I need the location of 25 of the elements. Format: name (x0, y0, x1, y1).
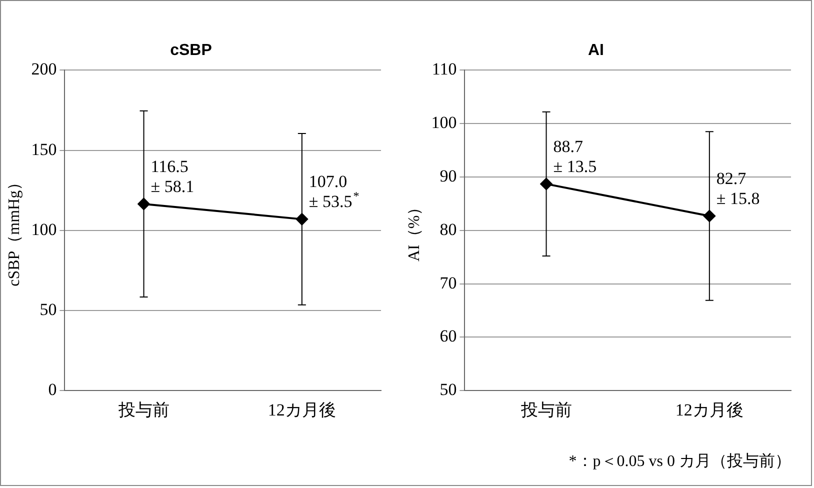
y-tick-label: 150 (31, 140, 57, 159)
y-tick-label: 50 (440, 380, 457, 400)
y-axis-title: AI（%） (406, 199, 423, 262)
data-label: 116.5 ± 58.1 (150, 156, 194, 196)
x-tick-label: 投与前 (117, 400, 170, 420)
chart-title: cSBP (170, 42, 212, 60)
chart-title: AI (588, 42, 604, 60)
data-label: 107.0 ± 53.5* (308, 172, 360, 212)
y-tick-label: 100 (31, 220, 57, 239)
x-tick-label: 12カ月後 (675, 400, 744, 420)
y-tick-label: 90 (440, 166, 457, 186)
y-axis-title: cSBP（mmHg） (6, 174, 23, 286)
y-tick-label: 110 (432, 60, 457, 79)
y-tick-label: 200 (31, 60, 57, 79)
y-tick-label: 70 (440, 273, 457, 292)
y-tick-label: 0 (48, 380, 57, 400)
x-tick-label: 12カ月後 (268, 400, 336, 420)
x-tick-label: 投与前 (520, 400, 572, 420)
text: *：p＜0.05 vs 0 カ月（投与前） (568, 452, 792, 472)
y-tick-label: 50 (40, 300, 57, 319)
y-tick-label: 60 (440, 326, 457, 346)
data-label: 88.7 ± 13.5 (553, 136, 597, 176)
y-tick-label: 80 (440, 220, 457, 239)
data-label: 82.7 ± 15.8 (716, 168, 760, 208)
y-tick-label: 100 (431, 113, 457, 132)
